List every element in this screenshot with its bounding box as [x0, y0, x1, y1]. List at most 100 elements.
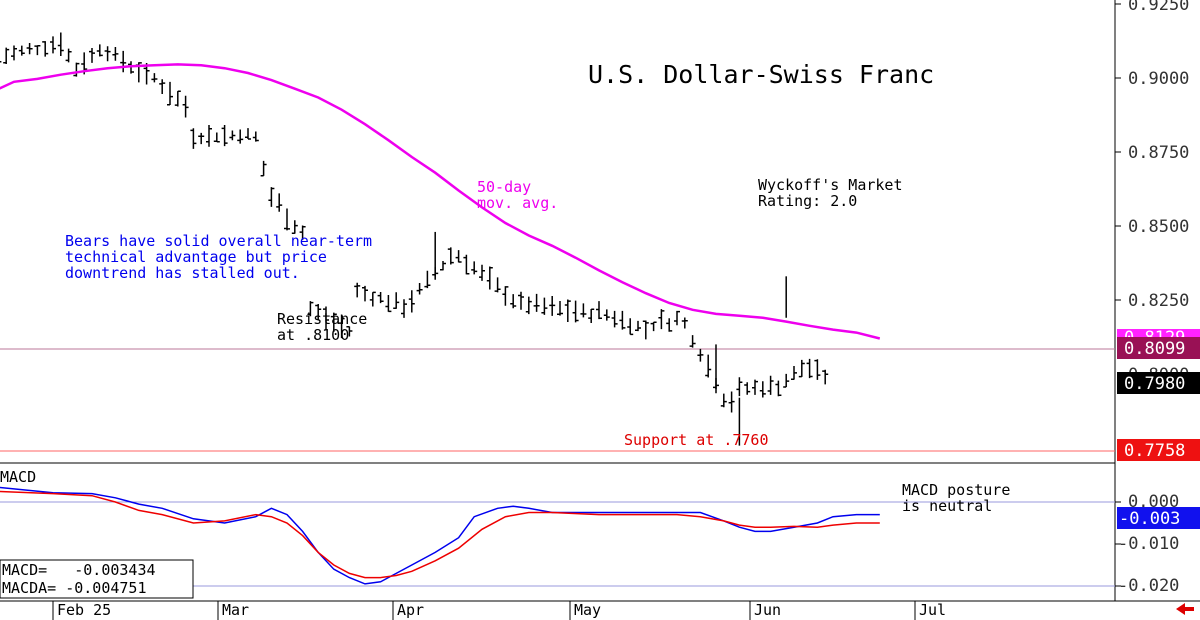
price-bar [354, 282, 361, 298]
price-bar [619, 310, 626, 330]
price-bar [362, 285, 368, 302]
price-bar [705, 354, 712, 378]
price-bar [666, 318, 673, 332]
price-bar [759, 381, 766, 398]
price-bar [221, 125, 228, 147]
left-arrow-icon[interactable] [1176, 603, 1194, 615]
price-bar [276, 193, 283, 212]
resistance-value-tag [1117, 337, 1200, 359]
chart-frame [0, 0, 1200, 602]
price-bar [744, 382, 751, 395]
price-axis: 0.9250 0.9000 0.8750 0.8500 0.8250 0.800… [1115, 0, 1200, 461]
x-label-jul: Jul [919, 601, 946, 619]
macd-tick-minus-020: -0.020 [1118, 576, 1179, 596]
bears-note-line2: technical advantage but price [65, 248, 327, 266]
price-bar [479, 264, 485, 281]
price-bar [323, 306, 329, 330]
price-bar [174, 90, 181, 107]
ma-label-line2: mov. avg. [477, 194, 558, 212]
price-bar [3, 47, 10, 65]
price-bar [588, 308, 595, 324]
price-bar [377, 292, 384, 304]
price-tick-8500: 0.8500 [1128, 217, 1189, 237]
price-bar [736, 377, 743, 397]
x-label-apr: Apr [397, 601, 424, 619]
price-bar [112, 47, 119, 61]
price-bar [580, 303, 587, 318]
price-bar [424, 270, 431, 289]
price-bar [533, 293, 540, 312]
price-bar [541, 297, 548, 315]
price-bar [775, 380, 782, 397]
macd-posture-line1: MACD posture [902, 481, 1010, 499]
price-bar [18, 45, 25, 56]
x-label-feb: Feb 25 [57, 601, 111, 619]
price-bar [603, 309, 610, 321]
price-bar [791, 365, 797, 380]
resistance-label-line2: at .8100 [277, 326, 349, 344]
price-bar [245, 128, 251, 140]
macd-panel-title: MACD [0, 468, 36, 486]
price-bar [120, 50, 127, 73]
last-price-tag-text: 0.7980 [1124, 374, 1185, 394]
price-bar [315, 304, 322, 321]
price-bar [564, 299, 571, 322]
price-tick-9250: 0.9250 [1128, 0, 1189, 15]
macd-value-tag-text: -0.003 [1119, 509, 1180, 529]
price-bar [73, 62, 80, 77]
price-bar [635, 320, 641, 332]
macd-line [0, 486, 880, 585]
price-bar [190, 128, 197, 149]
price-bar [518, 291, 524, 310]
price-bar [642, 320, 649, 340]
price-bar [471, 261, 478, 275]
price-bar [611, 310, 618, 328]
macd-value-box: MACD= -0.003434 MACDA= -0.004751 [0, 559, 194, 599]
price-bar [440, 261, 446, 271]
date-axis: Feb 25 Mar Apr May Jun Jul [52, 601, 946, 620]
price-bar [783, 373, 790, 388]
price-bar [299, 225, 306, 240]
rating-label-line1: Wyckoff's Market [758, 176, 903, 194]
price-bar [252, 131, 259, 142]
price-bar [385, 295, 392, 313]
price-bar [11, 45, 17, 61]
price-bar [291, 220, 298, 234]
price-bar [34, 45, 41, 56]
price-tick-9000: 0.9000 [1128, 69, 1189, 89]
support-label: Support at .7760 [624, 431, 769, 449]
price-bar [455, 250, 462, 263]
price-bar [720, 393, 727, 408]
price-bar [401, 299, 407, 318]
macda-line [0, 490, 880, 579]
price-bar [502, 286, 509, 306]
price-bar [151, 73, 158, 83]
price-bar [627, 318, 634, 336]
price-bar [42, 41, 49, 57]
price-bar [486, 266, 493, 290]
price-bar [307, 301, 314, 317]
price-bar [447, 247, 454, 265]
price-bar [416, 283, 423, 295]
price-bar [0, 60, 2, 63]
price-bar [57, 32, 64, 56]
price-bar [96, 44, 103, 57]
price-bar [229, 130, 236, 141]
price-bar [237, 129, 244, 144]
price-bar [65, 48, 72, 63]
price-bar [814, 359, 821, 380]
price-bar [525, 296, 532, 315]
price-bar [650, 321, 657, 332]
price-bar [572, 300, 579, 323]
price-bar [596, 301, 602, 320]
support-value-tag [1117, 439, 1200, 461]
price-bar [260, 160, 267, 177]
price-bar [767, 375, 774, 395]
resistance-value-tag-text: 0.8099 [1124, 339, 1185, 359]
price-bar [822, 369, 829, 385]
macd-value-tag [1117, 507, 1200, 529]
macd-tick-minus-010: -0.010 [1118, 534, 1179, 554]
price-bar [284, 208, 290, 231]
macd-axis: 0.000 -0.010 -0.020 -0.003 [1115, 492, 1200, 596]
price-bar [728, 391, 735, 413]
